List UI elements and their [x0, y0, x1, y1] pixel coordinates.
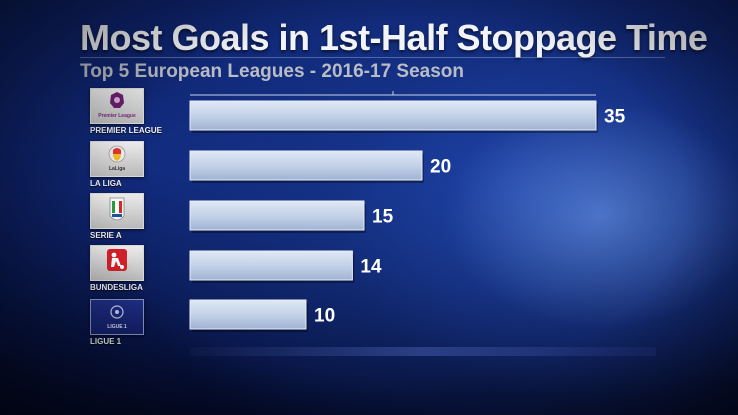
bar-value-label: 10 — [314, 306, 335, 327]
bar-value-label: 14 — [360, 257, 382, 278]
bar-value-label: 20 — [430, 157, 451, 178]
bar-value-label: 35 — [604, 107, 626, 128]
chart-floor-bar — [190, 347, 656, 356]
bar-bundesliga — [189, 250, 353, 281]
bar-serie-a — [189, 200, 365, 231]
bar-premier-league — [189, 100, 597, 131]
bar-ligue-1 — [189, 299, 307, 330]
bars-layer: 35 20 15 14 10 — [189, 100, 626, 332]
bar-la-liga — [189, 150, 423, 181]
bar-value-label: 15 — [372, 207, 394, 228]
